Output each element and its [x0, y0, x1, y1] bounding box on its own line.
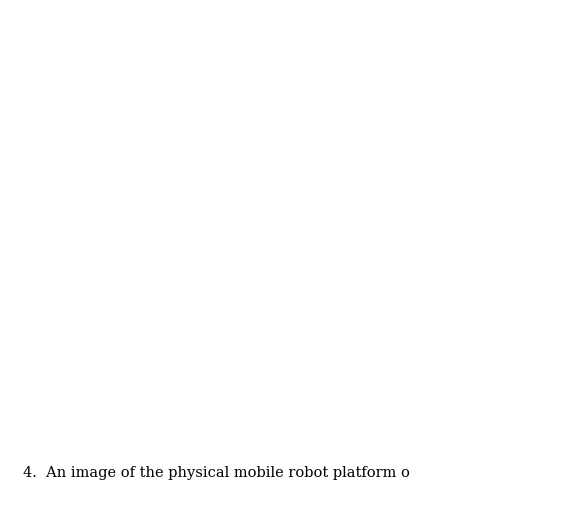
- Text: 4.  An image of the physical mobile robot platform o: 4. An image of the physical mobile robot…: [23, 466, 410, 480]
